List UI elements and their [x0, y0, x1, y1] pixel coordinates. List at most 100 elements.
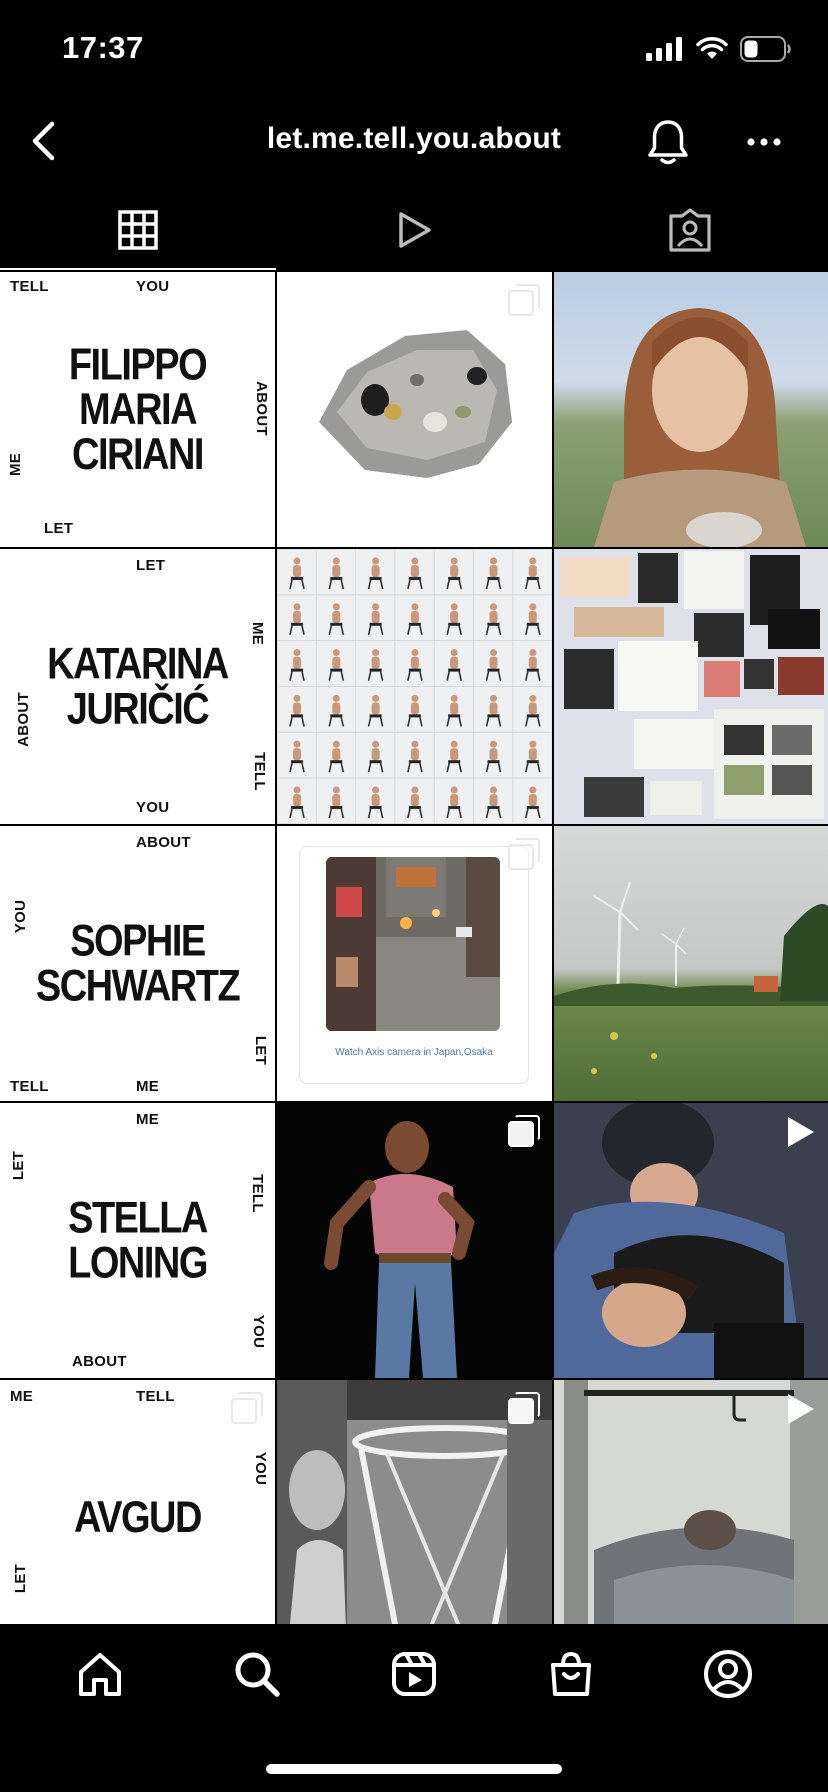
- poster-word: LET: [136, 557, 166, 574]
- name-line: FILIPPO: [68, 339, 208, 390]
- grid-icon: [118, 210, 158, 250]
- post-sleeping-person[interactable]: [554, 1380, 828, 1624]
- more-options-button[interactable]: [738, 112, 790, 172]
- posts-grid: TELL YOU ABOUT ME LET FILIPPO MARIA CIRI…: [0, 272, 828, 1624]
- reel-icon: [788, 1117, 814, 1147]
- selfie-photo: [594, 308, 806, 547]
- back-button[interactable]: [18, 112, 68, 170]
- poster-word: TELL: [250, 752, 268, 791]
- poster-word: ME: [10, 1388, 34, 1405]
- tab-grid[interactable]: [0, 190, 276, 270]
- poster-artist-name: KATARINA JURIČIĆ: [0, 642, 275, 732]
- poster-artist-name: STELLA LONING: [0, 1196, 275, 1286]
- home-icon: [79, 1653, 122, 1696]
- name-line: STELLA: [68, 1193, 208, 1243]
- nav-search[interactable]: [217, 1634, 297, 1714]
- battery-icon: [740, 36, 791, 62]
- name-line: SCHWARTZ: [35, 961, 241, 1011]
- profile-icon: [703, 1650, 752, 1698]
- poster-word: YOU: [252, 1451, 270, 1486]
- performer-photo: [324, 1121, 475, 1378]
- post-rock[interactable]: [277, 272, 552, 547]
- play-icon: [399, 212, 431, 248]
- poster-word: LET: [252, 1035, 270, 1066]
- post-poster-filippo[interactable]: TELL YOU ABOUT ME LET FILIPPO MARIA CIRI…: [0, 272, 275, 547]
- post-pose-contact-sheet[interactable]: [277, 549, 552, 824]
- poster-word: TELL: [10, 1078, 49, 1095]
- name-line: CIRIANI: [72, 429, 204, 480]
- poster-word: ME: [136, 1111, 160, 1128]
- carousel-icon: [508, 284, 540, 316]
- post-collage-board[interactable]: [554, 549, 828, 824]
- wifi-icon: [696, 37, 728, 59]
- wind-turbine-photo: [554, 881, 828, 1074]
- search-icon: [235, 1652, 280, 1697]
- carousel-icon: [508, 1115, 540, 1147]
- profile-username: let.me.tell.you.about: [266, 122, 562, 155]
- poster-word: YOU: [250, 1314, 268, 1349]
- post-poster-katarina[interactable]: LET ME ABOUT TELL YOU KATARINA JURIČIĆ: [0, 549, 275, 824]
- nav-reels[interactable]: [374, 1634, 454, 1714]
- poster-artist-name: FILIPPO MARIA CIRIANI: [0, 342, 275, 477]
- poster-artist-name: AVGUD: [0, 1495, 275, 1540]
- shop-icon: [550, 1651, 591, 1696]
- installation-photo: [277, 1380, 552, 1624]
- profile-tabs: [0, 190, 828, 270]
- status-bar: 17:37: [0, 0, 828, 100]
- sleeping-photo: [554, 1380, 828, 1624]
- status-time: 17:37: [62, 30, 144, 65]
- name-line: SOPHIE: [70, 916, 206, 966]
- name-line: LONING: [68, 1238, 208, 1288]
- name-line: MARIA: [78, 384, 198, 435]
- poster-word: ABOUT: [72, 1353, 127, 1370]
- status-icons: [646, 36, 792, 62]
- pose-grid-photo: [277, 549, 552, 824]
- poster-word: LET: [10, 1150, 28, 1181]
- bell-icon: [648, 120, 688, 165]
- carousel-icon: [508, 838, 540, 870]
- post-webcam[interactable]: Watch Axis camera in Japan,Osaka: [277, 826, 552, 1101]
- webcam-caption: Watch Axis camera in Japan,Osaka: [335, 1047, 493, 1058]
- name-line: AVGUD: [74, 1492, 202, 1543]
- poster-artist-name: SOPHIE SCHWARTZ: [0, 919, 275, 1009]
- name-line: JURIČIĆ: [66, 684, 210, 734]
- poster-word: TELL: [10, 278, 49, 295]
- nav-profile[interactable]: [688, 1634, 768, 1714]
- post-police-arrest[interactable]: [554, 1103, 828, 1378]
- tagged-person-icon: [669, 208, 711, 252]
- poster-word: LET: [12, 1563, 30, 1594]
- carousel-icon: [508, 1392, 540, 1424]
- post-poster-avgud[interactable]: ME TELL YOU LET AVGUD: [0, 1380, 275, 1624]
- arrest-photo: [554, 1103, 828, 1378]
- post-installation-bw[interactable]: [277, 1380, 552, 1624]
- collage-photo: [554, 549, 828, 824]
- post-poster-stella[interactable]: ME LET TELL YOU ABOUT STELLA LONING: [0, 1103, 275, 1378]
- post-poster-sophie[interactable]: ABOUT YOU LET TELL ME SOPHIE SCHWARTZ: [0, 826, 275, 1101]
- reels-icon: [391, 1652, 436, 1696]
- post-selfie[interactable]: [554, 272, 828, 547]
- notifications-button[interactable]: [642, 112, 694, 172]
- profile-header: let.me.tell.you.about: [0, 100, 828, 182]
- tab-tagged[interactable]: [552, 190, 828, 270]
- chevron-left-icon: [32, 121, 55, 161]
- poster-word: LET: [44, 520, 74, 537]
- post-wind-turbines[interactable]: [554, 826, 828, 1101]
- carousel-icon: [231, 1392, 263, 1424]
- signal-icon: [646, 37, 682, 61]
- webcam-card: Watch Axis camera in Japan,Osaka: [299, 846, 529, 1084]
- reel-icon: [788, 1394, 814, 1424]
- home-indicator[interactable]: [266, 1764, 562, 1774]
- poster-word: ME: [136, 1078, 160, 1095]
- name-line: KATARINA: [47, 639, 229, 689]
- poster-word: ABOUT: [136, 834, 191, 851]
- nav-home[interactable]: [60, 1634, 140, 1714]
- more-dots-icon: [747, 138, 781, 146]
- bottom-tab-bar: [0, 1624, 828, 1724]
- nav-shop[interactable]: [531, 1634, 611, 1714]
- poster-word: TELL: [136, 1388, 175, 1405]
- webcam-photo: [326, 857, 500, 1031]
- post-performer[interactable]: [277, 1103, 552, 1378]
- rock-photo: [319, 330, 512, 478]
- poster-word: YOU: [136, 278, 170, 295]
- tab-reels[interactable]: [276, 190, 552, 270]
